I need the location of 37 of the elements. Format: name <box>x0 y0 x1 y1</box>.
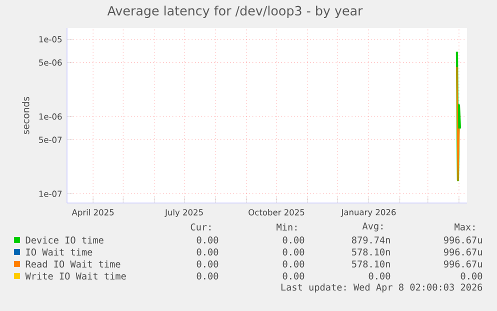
legend-label: Device IO time <box>26 236 104 244</box>
text: 996.67u <box>444 236 482 244</box>
text: 0.00 <box>196 260 218 268</box>
text: 996.67u <box>444 260 482 268</box>
legend-label: Read IO Wait time <box>26 260 120 268</box>
y-tick-label: 1e-05 <box>39 36 62 42</box>
x-tick-label: April 2025 <box>72 209 114 218</box>
x-tick-label: January 2026 <box>340 209 396 217</box>
text: 996.67u <box>444 248 482 256</box>
text: 0.00 <box>196 248 218 256</box>
text: 0.00 <box>196 272 218 280</box>
chart-title: Average latency for /dev/loop3 - by year <box>107 6 363 18</box>
text: 578.10n <box>352 260 390 268</box>
text: Min: <box>276 223 296 231</box>
text: Avg: <box>362 222 382 232</box>
text: 879.74n <box>352 236 390 244</box>
text: 0.00 <box>368 272 390 280</box>
x-tick-label: July 2025 <box>164 209 203 218</box>
x-tick-label: October 2025 <box>248 209 304 216</box>
text: 0.00 <box>282 272 304 280</box>
text: 0.00 <box>282 260 304 268</box>
text: Max: <box>454 224 474 230</box>
text: 578.10n <box>352 248 390 256</box>
text: 0.00 <box>196 236 218 244</box>
y-tick-label: 5e-07 <box>39 136 62 143</box>
line-series <box>456 50 462 182</box>
y-tick-label: 5e-06 <box>39 59 62 66</box>
text: 0.00 <box>282 236 304 244</box>
text: 0.00 <box>460 272 482 280</box>
text: Cur: <box>190 223 210 231</box>
y-tick-label: 1e-06 <box>39 113 62 120</box>
legend-label: Write IO Wait time <box>25 272 126 280</box>
text: 0.00 <box>282 248 304 256</box>
legend-label: IO Wait time <box>26 248 92 256</box>
text: Last update: Wed Apr 8 02:00:03 2026 <box>281 283 482 293</box>
y-tick-label: 1e-07 <box>39 190 62 197</box>
y-axis-title: seconds <box>22 96 30 134</box>
